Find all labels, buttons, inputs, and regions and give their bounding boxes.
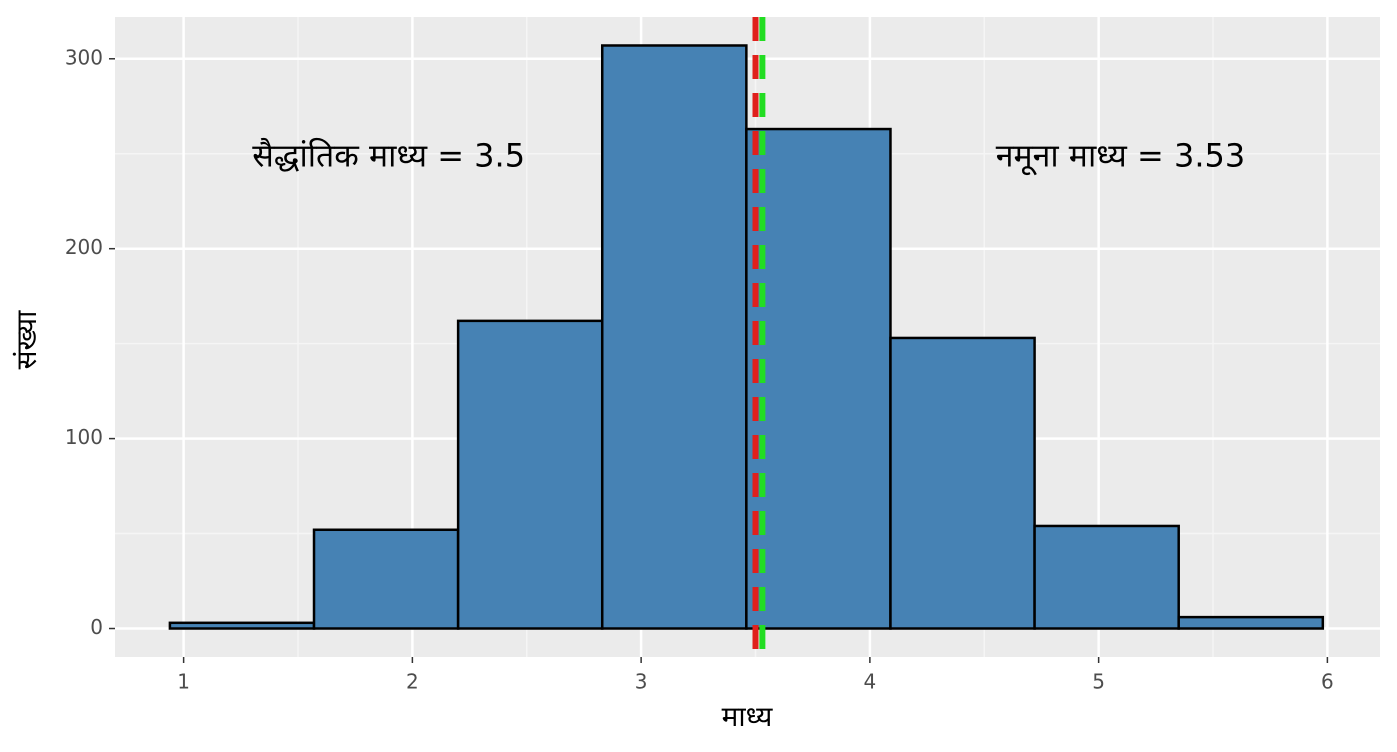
bar — [600, 44, 748, 630]
y-tick-label: 300 — [65, 45, 103, 69]
y-tick-label: 0 — [90, 615, 103, 639]
y-tick-label: 200 — [65, 235, 103, 259]
x-tick-label: 5 — [1092, 670, 1105, 694]
x-tick-label: 6 — [1321, 670, 1334, 694]
annotation: नमूना माध्य = 3.53 — [996, 137, 1246, 176]
bar — [456, 319, 604, 630]
bar — [889, 336, 1036, 630]
bar — [312, 528, 460, 630]
bar — [1033, 524, 1180, 630]
x-tick-label: 4 — [864, 670, 877, 694]
annotation: सैद्धांतिक माध्य = 3.5 — [252, 137, 525, 175]
y-axis-label: संख्या — [10, 310, 43, 370]
x-tick-label: 3 — [635, 670, 648, 694]
x-axis-label: माध्य — [722, 700, 774, 733]
y-tick-label: 100 — [65, 425, 103, 449]
bar — [745, 127, 892, 630]
bar — [168, 621, 316, 630]
bar — [1177, 615, 1325, 630]
x-tick-label: 1 — [177, 670, 190, 694]
x-tick-label: 2 — [406, 670, 419, 694]
